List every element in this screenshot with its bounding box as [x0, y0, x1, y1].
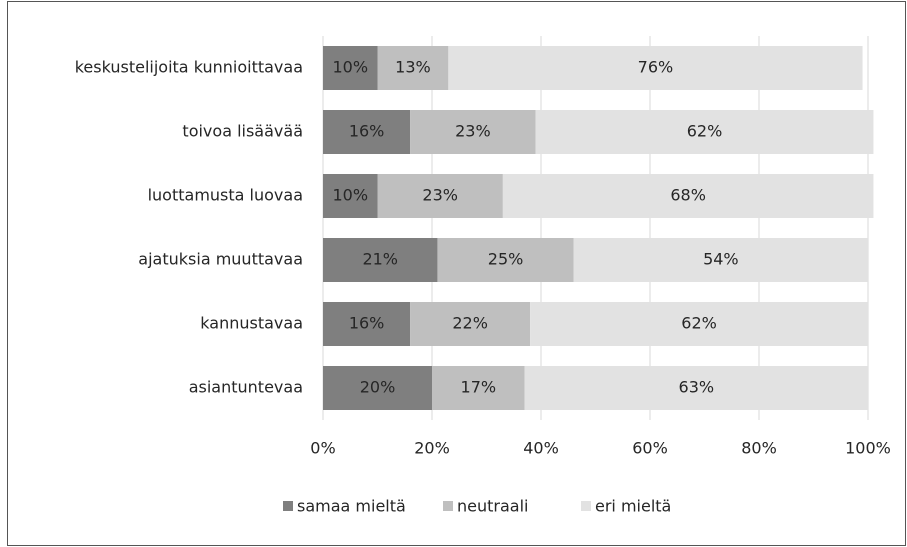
bar-segment	[448, 46, 863, 90]
bar-segment	[377, 46, 449, 90]
y-tick-label: luottamusta luovaa	[148, 186, 303, 205]
y-tick-label: asiantuntevaa	[189, 378, 303, 397]
data-label: 22%	[452, 314, 488, 333]
bar-segment	[437, 238, 574, 282]
bar-segment	[432, 366, 525, 410]
legend-swatch	[443, 501, 453, 511]
bar-segment	[323, 302, 411, 346]
bar-segment	[377, 174, 503, 218]
data-label: 17%	[461, 378, 497, 397]
legend-swatch	[283, 501, 293, 511]
y-tick-label: kannustavaa	[200, 314, 303, 333]
data-label: 10%	[332, 58, 368, 77]
bar-segment	[410, 110, 536, 154]
data-label: 10%	[332, 186, 368, 205]
x-tick-label: 100%	[845, 439, 891, 458]
bar-segment	[502, 174, 874, 218]
data-label: 13%	[395, 58, 431, 77]
legend-label: neutraali	[457, 497, 528, 516]
bar-segment	[323, 46, 378, 90]
y-tick-label: keskustelijoita kunnioittavaa	[75, 58, 303, 77]
data-label: 68%	[670, 186, 706, 205]
x-tick-label: 60%	[632, 439, 668, 458]
frame	[7, 1, 906, 546]
data-label: 76%	[638, 58, 674, 77]
data-label: 63%	[679, 378, 715, 397]
data-label: 62%	[687, 122, 723, 141]
data-label: 62%	[681, 314, 717, 333]
data-label: 25%	[488, 250, 524, 269]
bar-segment	[323, 238, 438, 282]
y-tick-label: toivoa lisäävää	[182, 122, 303, 141]
data-label: 16%	[349, 314, 385, 333]
bar-segment	[530, 302, 868, 346]
legend-label: samaa mieltä	[297, 497, 406, 516]
x-tick-label: 0%	[310, 439, 335, 458]
bar-segment	[323, 174, 378, 218]
bar-segment	[323, 366, 432, 410]
bar-segment	[535, 110, 874, 154]
bar-segment	[323, 110, 411, 154]
data-label: 54%	[703, 250, 739, 269]
x-tick-label: 20%	[414, 439, 450, 458]
x-tick-label: 80%	[741, 439, 777, 458]
bar-segment	[573, 238, 868, 282]
legend-label: eri mieltä	[595, 497, 671, 516]
data-label: 23%	[422, 186, 458, 205]
bar-segment	[524, 366, 868, 410]
y-tick-label: ajatuksia muuttavaa	[138, 250, 303, 269]
data-label: 21%	[362, 250, 398, 269]
bar-segment	[410, 302, 531, 346]
data-label: 16%	[349, 122, 385, 141]
data-label: 20%	[360, 378, 396, 397]
x-tick-label: 40%	[523, 439, 559, 458]
data-label: 23%	[455, 122, 491, 141]
legend-swatch	[581, 501, 591, 511]
